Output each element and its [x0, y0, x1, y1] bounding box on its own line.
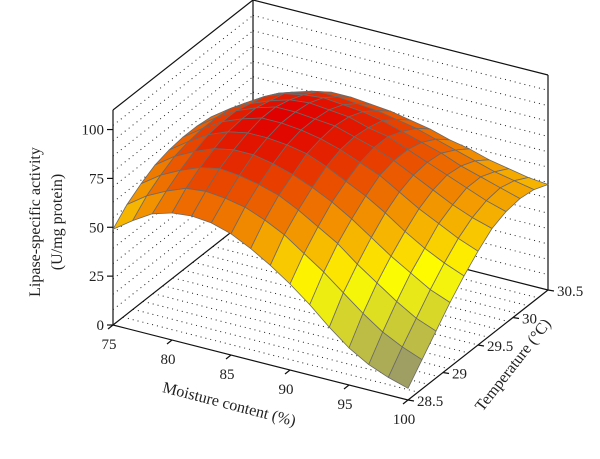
back-wall-grid-line: [252, 30, 549, 107]
back-wall-grid-line: [252, 14, 549, 91]
y-tick-label: 30: [522, 312, 537, 328]
y-tick-mark: [477, 344, 485, 347]
y-tick-label: 30.5: [557, 284, 583, 300]
back-wall-grid-line: [252, 76, 549, 153]
y-tick-label: 29: [452, 367, 467, 383]
x-tick-label: 80: [161, 352, 176, 368]
floor-grid-line: [182, 269, 479, 346]
x-tick-mark: [107, 324, 114, 330]
y-tick-mark: [442, 371, 450, 375]
box-edge: [112, 0, 254, 111]
z-tick-label: 0: [97, 318, 105, 334]
floor-grid-line: [212, 245, 509, 322]
x-tick-label: 100: [393, 412, 416, 428]
response-surface: [112, 90, 549, 389]
z-tick-label: 100: [82, 123, 105, 139]
z-tick-label: 50: [89, 220, 104, 236]
y-tick-mark: [407, 399, 415, 402]
x-tick-label: 75: [102, 337, 117, 353]
floor-grid-line: [132, 308, 429, 385]
y-tick-mark: [512, 316, 520, 320]
y-tick-label: 28.5: [417, 394, 443, 410]
floor-grid-line: [152, 293, 449, 370]
back-wall-grid-line: [252, 45, 549, 122]
y-tick-label: 29.5: [487, 339, 513, 355]
x-tick-mark: [284, 369, 291, 375]
surface-facet: [387, 346, 423, 389]
floor-grid-line: [192, 261, 489, 338]
y-tick-mark: [547, 289, 555, 292]
floor-grid-line: [162, 285, 459, 362]
x-tick-mark: [225, 354, 232, 360]
box-edge: [252, 0, 549, 76]
back-wall-grid-line: [252, 60, 549, 137]
z-tick-label: 25: [89, 269, 104, 285]
floor-grid-line: [142, 300, 439, 377]
x-tick-mark: [402, 399, 409, 405]
x-tick-mark: [343, 384, 350, 390]
floor-grid-line: [122, 316, 419, 393]
x-tick-label: 85: [220, 367, 235, 383]
z-axis-title-line1: Lipase-specific activity: [27, 147, 44, 297]
z-axis-title-line2: (U/mg protein): [49, 174, 66, 270]
x-tick-label: 90: [279, 382, 294, 398]
x-tick-mark: [166, 339, 173, 345]
box-edge: [112, 324, 409, 401]
z-tick-label: 75: [89, 171, 104, 187]
floor-grid-line: [172, 277, 469, 354]
x-tick-label: 95: [338, 397, 353, 413]
floor-grid-line: [202, 253, 499, 330]
x-axis-title: Moisture content (%): [161, 379, 298, 430]
